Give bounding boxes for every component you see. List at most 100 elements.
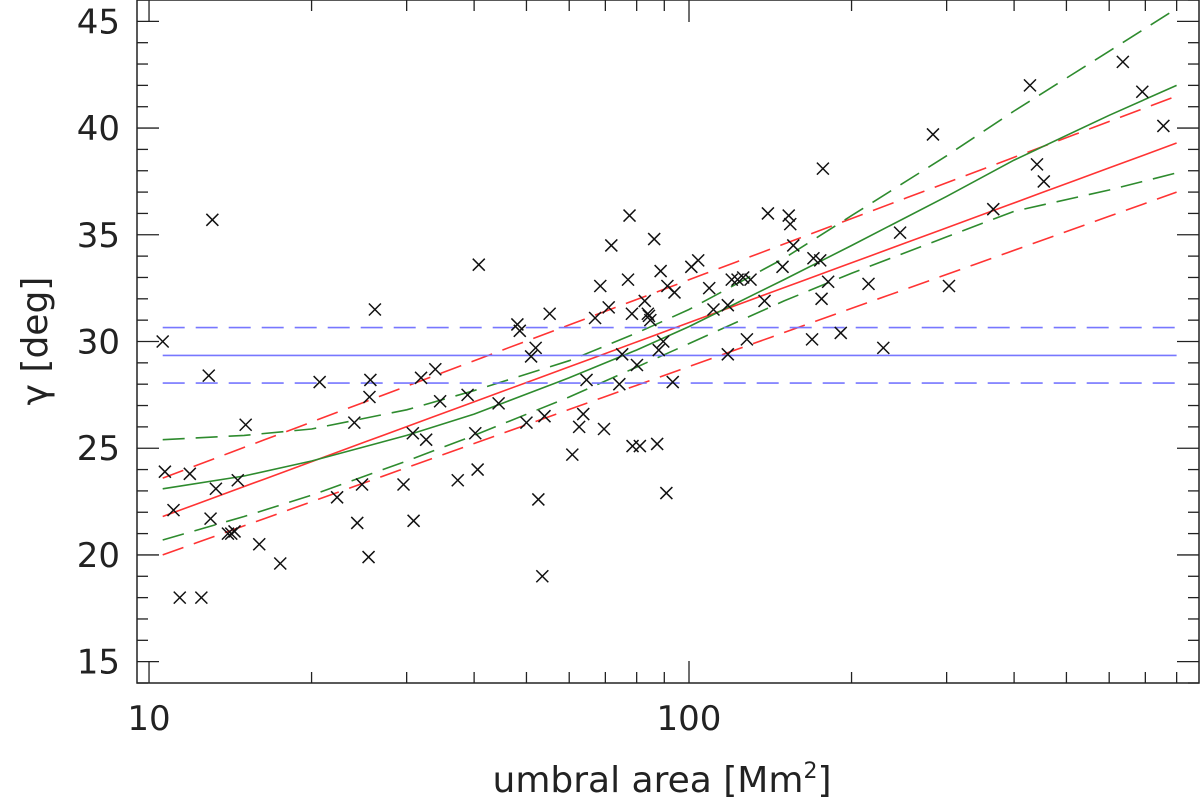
data-point — [783, 217, 797, 231]
y-tick-label: 15 — [77, 643, 120, 683]
x-axis-label-main: umbral area [Mm — [493, 760, 804, 801]
data-point — [363, 373, 377, 387]
data-point — [228, 524, 242, 538]
data-point — [602, 300, 616, 314]
data-point — [205, 213, 219, 227]
data-point — [643, 313, 657, 327]
data-point — [986, 202, 1000, 216]
data-point — [630, 358, 644, 372]
fit-lines — [162, 7, 1178, 556]
data-point — [202, 369, 216, 383]
data-point — [565, 448, 579, 462]
green-dashed-line — [162, 172, 1177, 541]
data-point — [468, 426, 482, 440]
data-point — [166, 503, 181, 517]
data-point — [313, 375, 327, 389]
data-point — [861, 277, 876, 291]
data-point — [472, 258, 486, 272]
data-point — [204, 512, 218, 526]
data-point — [1116, 55, 1130, 69]
data-point — [758, 294, 772, 308]
data-point — [621, 273, 635, 287]
data-point — [529, 341, 543, 355]
data-point — [368, 302, 382, 317]
data-point — [576, 407, 590, 421]
data-point — [666, 375, 680, 389]
data-point — [492, 396, 506, 410]
data-point — [396, 477, 411, 492]
data-point — [604, 238, 618, 252]
data-point — [156, 334, 170, 349]
data-point — [816, 162, 830, 176]
data-point — [721, 347, 735, 361]
y-tick-label: 45 — [77, 2, 120, 42]
data-point — [173, 591, 187, 605]
data-point — [451, 473, 465, 487]
data-point — [535, 569, 549, 583]
data-point — [813, 253, 827, 267]
data-point — [667, 285, 682, 299]
data-point — [761, 206, 775, 220]
data-point — [524, 349, 538, 363]
data-point — [1135, 85, 1149, 99]
data-point — [652, 343, 666, 357]
data-point — [876, 341, 890, 355]
data-point — [638, 294, 652, 308]
data-point — [350, 516, 364, 530]
data-point — [691, 253, 705, 267]
data-point — [615, 347, 629, 361]
data-point — [1156, 119, 1170, 133]
data-point — [654, 264, 668, 278]
data-point — [572, 420, 586, 434]
x-tick-label: 10 — [127, 699, 170, 739]
data-point — [273, 556, 287, 571]
x-axis-label-close: ] — [817, 760, 831, 801]
data-point — [252, 537, 266, 551]
red-dashed-line — [162, 191, 1177, 556]
data-point — [537, 409, 552, 423]
data-point — [1023, 78, 1037, 92]
data-point — [659, 486, 673, 500]
data-point — [597, 422, 611, 436]
data-point — [702, 281, 716, 295]
data-point — [1030, 157, 1044, 171]
data-point — [362, 550, 376, 564]
data-point — [743, 273, 758, 287]
data-point — [580, 373, 594, 387]
data-point — [926, 127, 940, 141]
data-point — [419, 433, 433, 447]
data-point — [623, 209, 637, 223]
data-point — [721, 298, 735, 312]
green-dashed-line — [162, 7, 1178, 441]
data-point — [513, 324, 527, 338]
data-point — [461, 388, 475, 402]
data-point — [647, 232, 661, 246]
data-point — [239, 418, 253, 432]
green-solid-line — [162, 84, 1177, 490]
x-axis-label: umbral area [Mm2] — [493, 759, 832, 801]
data-point — [942, 279, 956, 293]
data-point — [433, 394, 447, 408]
data-point — [740, 332, 754, 346]
data-point — [330, 490, 344, 504]
data-point — [407, 514, 421, 528]
data-point — [650, 437, 664, 451]
data-point — [893, 226, 907, 240]
data-point — [775, 260, 790, 274]
data-point — [815, 292, 829, 306]
data-point — [355, 477, 369, 492]
data-point — [642, 309, 656, 323]
data-point — [612, 377, 626, 391]
data-point — [362, 390, 376, 404]
data-point — [347, 416, 361, 430]
x-axis-label-superscript: 2 — [803, 759, 817, 784]
data-point — [821, 275, 835, 289]
data-point — [224, 527, 238, 541]
y-axis-label: γ [deg] — [15, 277, 56, 406]
data-point — [834, 326, 848, 340]
data-point — [471, 463, 485, 477]
data-point — [805, 332, 819, 346]
tick-labels: 15 20 25 30 35 40 45 10 100 — [77, 2, 722, 739]
data-point — [531, 492, 545, 506]
